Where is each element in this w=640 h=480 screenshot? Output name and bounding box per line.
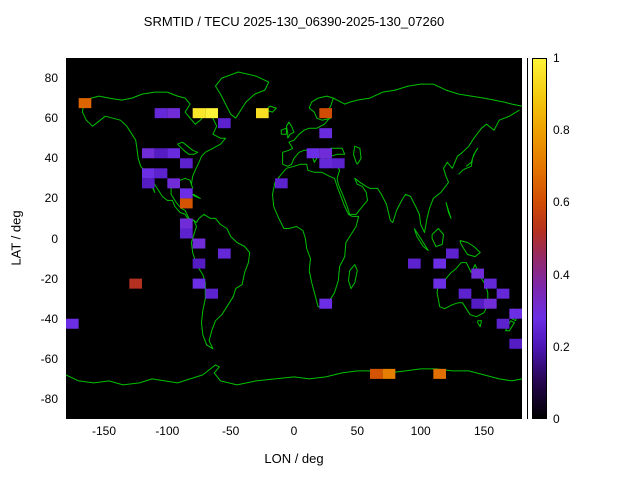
- heatmap-cell: [496, 318, 510, 329]
- colorbar-tick-label: 1: [553, 51, 560, 65]
- heatmap-cell: [154, 168, 168, 179]
- heatmap-cell: [142, 148, 155, 159]
- x-tick-label: -100: [155, 424, 180, 438]
- coastline-path: [459, 240, 481, 258]
- heatmap-cell: [256, 108, 269, 119]
- heatmap-cell: [509, 308, 522, 319]
- heatmap-cell: [370, 368, 383, 379]
- heatmap-cell: [218, 118, 231, 129]
- x-tick-label: 0: [290, 424, 298, 438]
- heatmap-cell: [484, 278, 497, 289]
- chart-title: SRMTID / TECU 2025-130_06390-2025-130_07…: [143, 14, 445, 29]
- heatmap-cell: [78, 98, 92, 109]
- y-tick-label: -80: [40, 391, 58, 406]
- heatmap-cell: [167, 178, 180, 189]
- heatmap-cell: [319, 108, 332, 119]
- y-tick-label: 0: [51, 231, 58, 246]
- heatmap-cell: [446, 248, 459, 259]
- y-tick-label: 20: [44, 191, 58, 206]
- heatmap-cell: [484, 298, 497, 309]
- x-tick-label: 150: [473, 424, 495, 438]
- coastline-path: [353, 145, 362, 165]
- x-tick-label: 50: [350, 424, 364, 438]
- x-tick-label: -150: [91, 424, 117, 438]
- heatmap-cell: [319, 298, 332, 309]
- colorbar: [532, 58, 547, 419]
- heatmap-cell: [319, 128, 332, 139]
- coastline-path: [333, 83, 522, 107]
- coastline-path: [272, 163, 360, 308]
- plot-area: [66, 58, 522, 419]
- coastline-path: [431, 228, 444, 247]
- heatmap-cell: [154, 108, 168, 119]
- heatmap-cell: [496, 288, 510, 299]
- x-tick-label: 100: [410, 424, 431, 438]
- y-tick-label: -20: [40, 271, 58, 286]
- coastline-path: [265, 105, 277, 113]
- coastline-path: [445, 202, 452, 219]
- y-tick-label: -60: [40, 351, 58, 366]
- x-axis-label: LON / deg: [264, 451, 324, 466]
- heatmap-cell: [167, 148, 180, 159]
- y-tick-label: 60: [44, 111, 58, 126]
- heatmap-cell: [180, 158, 193, 169]
- heatmap-cell: [142, 168, 155, 179]
- heatmap-cell: [205, 108, 218, 119]
- heatmap-cell: [509, 338, 522, 349]
- coastline-path: [348, 264, 358, 290]
- heatmap-cell: [66, 318, 79, 329]
- heatmap-cell: [180, 228, 193, 239]
- coastline-path: [285, 121, 295, 139]
- heatmap-cell: [180, 218, 193, 229]
- colorbar-tick-label: 0: [553, 412, 560, 426]
- coastline-path: [477, 320, 482, 328]
- heatmap-cell: [458, 288, 472, 299]
- heatmap-cell: [332, 158, 345, 169]
- coastline-path: [458, 147, 479, 175]
- colorbar-tick-label: 0.2: [553, 339, 570, 354]
- heatmap-cell: [275, 178, 288, 189]
- y-tick-label: -40: [40, 311, 58, 326]
- coastline-path: [215, 71, 270, 119]
- heatmap-cell: [433, 278, 446, 289]
- heatmap-cell: [192, 238, 206, 249]
- plot-background: [66, 58, 522, 419]
- heatmap-cell: [192, 258, 206, 269]
- heatmap-cell: [180, 198, 193, 209]
- heatmap-cell: [192, 108, 206, 119]
- heatmap-cell: [218, 248, 231, 259]
- heatmap-cell: [154, 148, 168, 159]
- heatmap-cell: [142, 178, 155, 189]
- heatmap-cell: [180, 188, 193, 199]
- heatmap-cell: [382, 368, 396, 379]
- coastline-path: [177, 141, 199, 155]
- heatmap-cell: [319, 148, 332, 159]
- coastline-path: [413, 228, 429, 251]
- heatmap-cell: [408, 258, 421, 269]
- x-tick-label: -50: [221, 424, 240, 438]
- heatmap-cell: [306, 148, 320, 159]
- y-tick-label: 80: [44, 71, 58, 86]
- colorbar-tick-label: 0.4: [553, 267, 570, 282]
- heatmap-cell: [471, 298, 484, 309]
- coastline-path: [282, 117, 330, 165]
- heatmap-cells: [66, 98, 522, 379]
- colorbar-tick-label: 0.6: [553, 195, 570, 210]
- heatmap-cell: [192, 278, 206, 289]
- heatmap-cell: [433, 368, 446, 379]
- coastline-path: [308, 95, 334, 121]
- heatmap-cell: [129, 278, 142, 289]
- heatmap-cell: [205, 288, 218, 299]
- y-tick-label: 40: [44, 151, 58, 166]
- heatmap-cell: [167, 108, 180, 119]
- heatmap-cell: [471, 268, 484, 279]
- colorbar-separator-line: [527, 58, 528, 419]
- heatmap-cell: [319, 158, 332, 169]
- coastline-path: [280, 127, 287, 135]
- colorbar-tick-label: 0.8: [553, 123, 570, 138]
- heatmap-cell: [433, 258, 446, 269]
